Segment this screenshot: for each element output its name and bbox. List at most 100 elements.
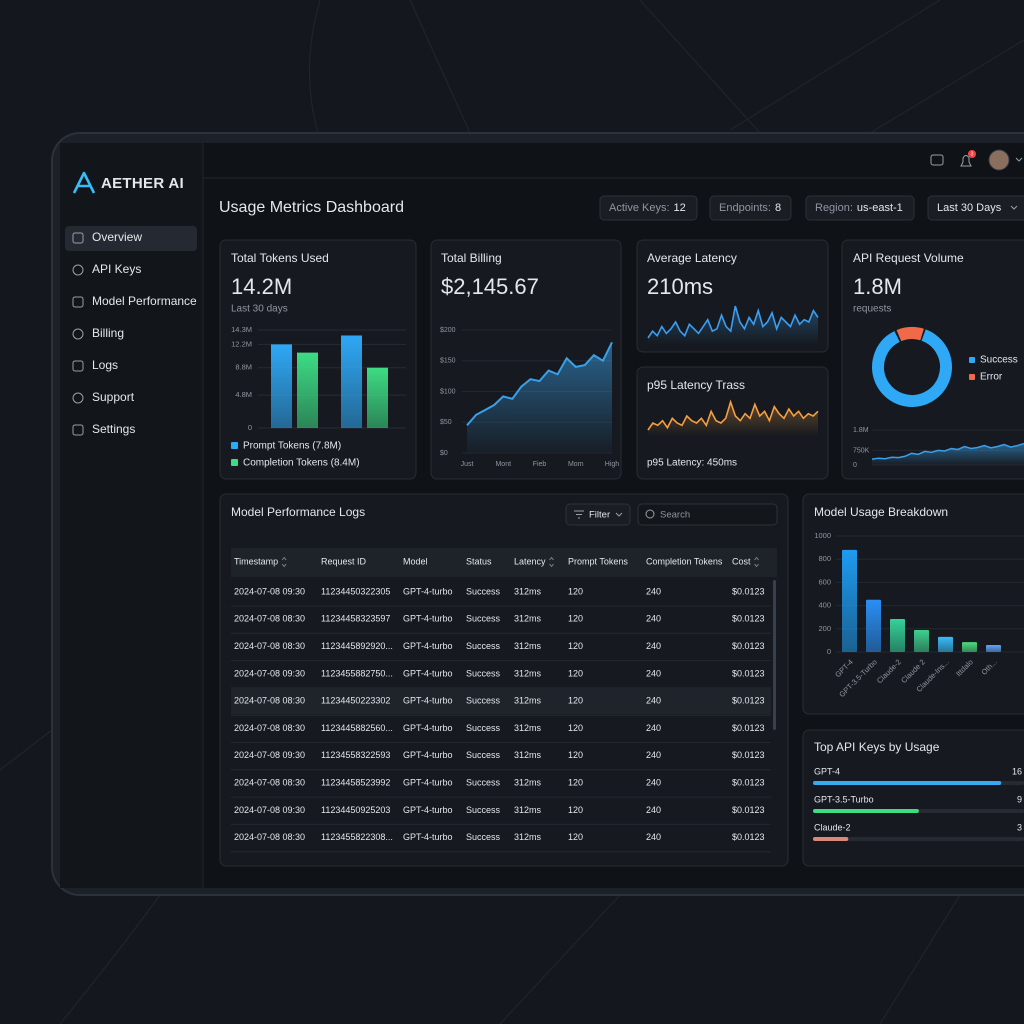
column-header[interactable]: Request ID bbox=[321, 556, 367, 566]
chip[interactable] bbox=[805, 195, 915, 221]
y-tick-label: $150 bbox=[440, 358, 456, 365]
table-cell: GPT-4-turbo bbox=[403, 696, 453, 706]
table-cell: 240 bbox=[646, 641, 661, 651]
y-tick-label: 200 bbox=[818, 624, 831, 633]
nav-item[interactable]: Settings bbox=[92, 422, 135, 436]
table-cell: 312ms bbox=[514, 614, 542, 624]
y-tick-label: $0 bbox=[440, 450, 448, 457]
table-cell: 11234450925203 bbox=[321, 805, 390, 815]
range-select[interactable] bbox=[927, 195, 1024, 221]
sparkline bbox=[647, 305, 819, 339]
table-cell: 312ms bbox=[514, 696, 542, 706]
card-value: 210ms bbox=[647, 274, 713, 299]
table-cell: 120 bbox=[568, 750, 583, 760]
bell-icon[interactable] bbox=[960, 155, 972, 167]
card-title: p95 Latency Trass bbox=[647, 378, 745, 392]
table-cell: 120 bbox=[568, 777, 583, 787]
chip-label: Endpoints: bbox=[719, 202, 771, 214]
table-cell: 2024-07-08 08:30 bbox=[234, 777, 305, 787]
nav-item[interactable]: Support bbox=[92, 390, 135, 404]
table-cell: 2024-07-08 08:30 bbox=[234, 641, 305, 651]
table-cell: Success bbox=[466, 641, 501, 651]
nav-item[interactable]: Billing bbox=[92, 326, 124, 340]
y-tick-label: 12.2M bbox=[231, 339, 252, 348]
table-cell: GPT-4-turbo bbox=[403, 614, 453, 624]
chip[interactable] bbox=[709, 195, 792, 221]
column-header[interactable]: Completion Tokens bbox=[646, 556, 723, 566]
nav-item[interactable]: API Keys bbox=[92, 262, 141, 276]
y-tick-label: 0 bbox=[827, 647, 831, 656]
table-cell: Success bbox=[466, 750, 501, 760]
table-cell: Success bbox=[466, 586, 501, 596]
bar bbox=[271, 344, 292, 428]
legend-swatch bbox=[969, 357, 975, 363]
brand: AETHER AI bbox=[101, 175, 184, 192]
keys-card bbox=[802, 729, 1024, 867]
sort-icon bbox=[549, 556, 554, 568]
y-tick-label: 1000 bbox=[814, 531, 831, 540]
sort-icon bbox=[754, 556, 759, 568]
nav-active[interactable] bbox=[65, 226, 197, 251]
column-header[interactable]: Model bbox=[403, 556, 428, 566]
column-header[interactable]: Latency bbox=[514, 556, 546, 566]
bar bbox=[986, 645, 1001, 652]
column-header[interactable]: Prompt Tokens bbox=[568, 556, 628, 566]
table-cell: 312ms bbox=[514, 641, 542, 651]
chevron[interactable] bbox=[1015, 157, 1023, 162]
y-tick-label: 400 bbox=[818, 601, 831, 610]
avatar[interactable] bbox=[988, 149, 1010, 171]
column-header[interactable]: Cost bbox=[732, 556, 751, 566]
table-cell: 120 bbox=[568, 696, 583, 706]
line bbox=[466, 341, 613, 426]
chip-value: us-east-1 bbox=[857, 202, 903, 214]
table-cell: GPT-4-turbo bbox=[403, 750, 453, 760]
column-header[interactable]: Timestamp bbox=[234, 556, 278, 566]
table-cell: 2024-07-08 08:30 bbox=[234, 614, 305, 624]
nav-item[interactable]: Logs bbox=[92, 358, 118, 372]
table-cell: GPT-4-turbo bbox=[403, 641, 453, 651]
y-tick-label: 1.8M bbox=[853, 427, 869, 434]
nav-item[interactable]: Model Performance bbox=[92, 294, 197, 308]
legend-swatch bbox=[231, 459, 238, 466]
nav-icon bbox=[72, 360, 84, 372]
column-header[interactable]: Status bbox=[466, 556, 492, 566]
card-value: 1.8M bbox=[853, 274, 902, 299]
table-cell: 2024-07-08 08:30 bbox=[234, 832, 305, 842]
chip-value: 12 bbox=[674, 202, 686, 214]
nav-item[interactable]: Overview bbox=[92, 230, 142, 244]
table-cell: 11234450223302 bbox=[321, 696, 390, 706]
table-cell: 1123445882560... bbox=[321, 723, 393, 733]
key-value: 9 bbox=[1017, 794, 1022, 804]
table-cell: 240 bbox=[646, 777, 661, 787]
sparkline-fill bbox=[648, 402, 818, 436]
bar bbox=[914, 629, 929, 652]
bar bbox=[962, 642, 977, 652]
bar bbox=[367, 367, 388, 428]
table-cell: Success bbox=[466, 805, 501, 815]
card-value: $2,145.67 bbox=[441, 274, 539, 299]
sort-icon bbox=[281, 556, 287, 568]
table-cell: 11234458523992 bbox=[321, 777, 390, 787]
x-tick-label: Just bbox=[461, 461, 474, 468]
y-tick-label: 750K bbox=[853, 447, 870, 454]
chip[interactable] bbox=[599, 195, 698, 221]
card-title: Total Tokens Used bbox=[231, 251, 329, 265]
logo bbox=[72, 171, 96, 194]
area-fill bbox=[872, 443, 1024, 465]
folder-icon[interactable] bbox=[930, 154, 944, 166]
table-cell: 312ms bbox=[514, 723, 542, 733]
table-cell: 120 bbox=[568, 668, 583, 678]
y-tick-label: 8.8M bbox=[235, 363, 252, 372]
table-cell: 120 bbox=[568, 614, 583, 624]
table-cell: 120 bbox=[568, 723, 583, 733]
filter-button[interactable] bbox=[565, 503, 631, 526]
card-value: 14.2M bbox=[231, 274, 292, 299]
table-cell: 11234558322593 bbox=[321, 750, 390, 760]
y-tick-label: $50 bbox=[440, 419, 452, 426]
chip-label: Active Keys: bbox=[609, 202, 670, 214]
table-cell: Success bbox=[466, 777, 501, 787]
search-box[interactable] bbox=[637, 503, 778, 526]
nav-icon bbox=[72, 232, 84, 244]
